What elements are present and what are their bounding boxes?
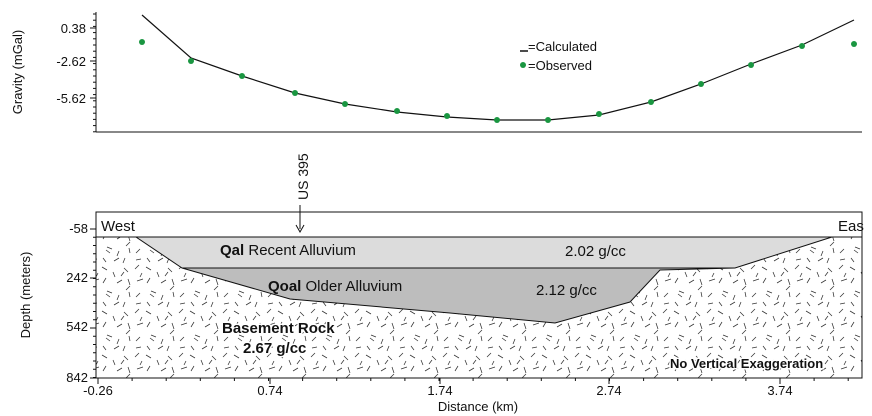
observed-point <box>648 99 654 105</box>
observed-point <box>292 90 298 96</box>
observed-point <box>342 101 348 107</box>
gravity-panel: 0.38 -2.62 -5.62 Gravity (mGal) =Calcula… <box>10 12 862 133</box>
observed-point <box>596 111 602 117</box>
observed-point <box>239 73 245 79</box>
us395-arrow-head <box>295 224 305 234</box>
observed-point <box>545 117 551 123</box>
legend-observed-label: =Observed <box>528 58 592 73</box>
east-label: Eas <box>838 218 864 235</box>
qal-label: Qal Recent Alluvium <box>220 242 356 259</box>
observed-point <box>748 62 754 68</box>
gravity-axis-label: Gravity (mGal) <box>10 30 25 115</box>
gravity-tick-label: 0.38 <box>61 21 86 36</box>
observed-point <box>188 58 194 64</box>
distance-tick-label: 1.74 <box>427 383 452 398</box>
observed-point <box>851 41 857 47</box>
qoal-density: 2.12 g/cc <box>536 282 597 299</box>
distance-tick-label: 2.74 <box>596 383 621 398</box>
no-vertical-exaggeration-note: No Vertical Exaggeration <box>670 356 823 371</box>
distance-tick-label: 0.74 <box>257 383 282 398</box>
depth-tick-label: 542 <box>66 319 88 334</box>
calculated-gravity-line <box>141 14 855 121</box>
observed-point <box>494 117 500 123</box>
depth-tick-label: 242 <box>66 270 88 285</box>
observed-point <box>799 43 805 49</box>
qal-density: 2.02 g/cc <box>565 243 626 260</box>
basement-density: 2.67 g/cc <box>243 340 306 357</box>
distance-axis-label: Distance (km) <box>438 399 518 414</box>
distance-tick-label: 3.74 <box>767 383 792 398</box>
observed-point <box>698 81 704 87</box>
legend: =Calculated =Observed <box>520 39 597 73</box>
west-label: West <box>101 218 136 235</box>
observed-point <box>444 113 450 119</box>
legend-calculated-label: =Calculated <box>528 39 597 54</box>
qoal-layer <box>181 267 736 324</box>
distance-tick-label: -0.26 <box>83 383 113 398</box>
depth-panel: West Eas Qal Recent Alluvium 2.02 g/cc Q… <box>18 211 864 414</box>
depth-tick-label: -58 <box>69 221 88 236</box>
depth-tick-label: 842 <box>66 370 88 385</box>
legend-observed-swatch <box>520 62 526 68</box>
us395-label: US 395 <box>295 153 311 200</box>
gravity-tick-label: -5.62 <box>56 91 86 106</box>
basement-label: Basement Rock <box>222 320 335 337</box>
observed-point <box>394 108 400 114</box>
gravity-tick-label: -2.62 <box>56 54 86 69</box>
us395-marker: US 395 <box>295 153 311 234</box>
qoal-label: Qoal Older Alluvium <box>268 278 402 295</box>
observed-gravity-points <box>139 39 857 123</box>
observed-point <box>139 39 145 45</box>
depth-axis-label: Depth (meters) <box>18 252 33 339</box>
